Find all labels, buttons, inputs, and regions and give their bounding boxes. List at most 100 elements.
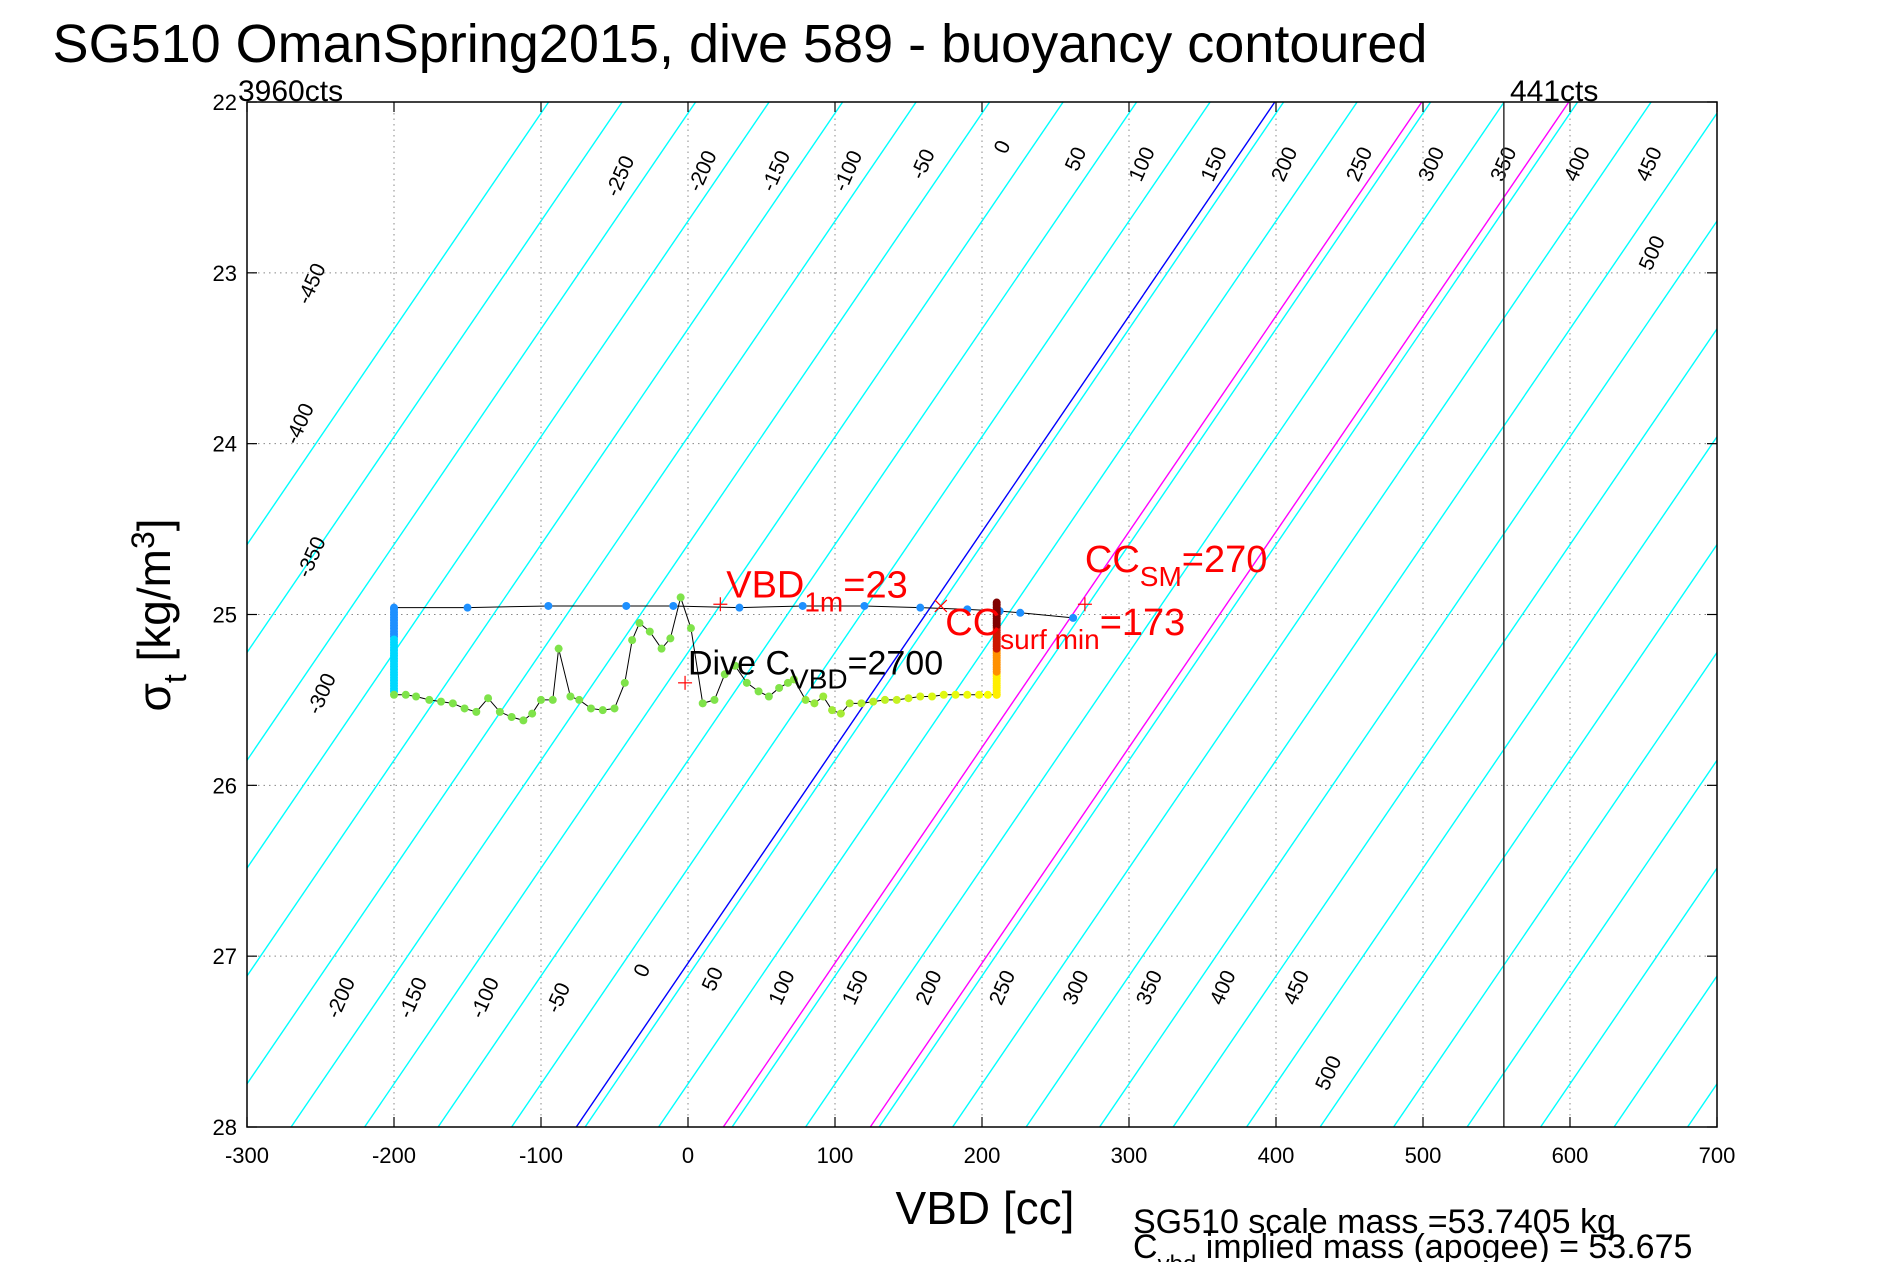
x-tick-label: -300 [225, 1143, 269, 1168]
bottom-profile-point [586, 704, 595, 713]
contour-line [952, 102, 1652, 1127]
contour-label: 500 [1635, 232, 1670, 273]
bottom-profile-point [645, 627, 654, 636]
corner-label-right: 441cts [1510, 75, 1598, 108]
bottom-profile-point [554, 644, 563, 653]
zero-buoyancy-line [575, 102, 1276, 1127]
bottom-profile-point [731, 661, 740, 670]
bottom-profile-point [928, 692, 937, 701]
contour-line [437, 102, 1138, 1127]
top-profile-point [860, 601, 869, 610]
contour-label: -200 [322, 974, 360, 1022]
contour-label: 150 [838, 967, 873, 1008]
contour-label: -350 [293, 533, 331, 581]
contour-label: 300 [1058, 967, 1093, 1008]
bottom-profile-point [916, 692, 925, 701]
contour-label: 450 [1279, 967, 1314, 1008]
bottom-profile-point [904, 694, 913, 703]
contour-label: -150 [757, 147, 795, 195]
bottom-profile-point [845, 699, 854, 708]
x-tick-label: 100 [817, 1143, 854, 1168]
contour-label: 300 [1414, 144, 1449, 185]
bottom-profile-point [628, 636, 637, 645]
top-profile-point [798, 601, 807, 610]
bottom-profile-point [495, 707, 504, 716]
bottom-profile-point [412, 692, 421, 701]
top-profile-point [1069, 613, 1078, 622]
x-axis-label: VBD [cc] [896, 1182, 1075, 1234]
contour-label: 100 [764, 967, 799, 1008]
annotation-cc-surf-min: CCsurf min=173 [945, 602, 1185, 655]
y-tick-label: 22 [213, 90, 237, 115]
contour-line [731, 102, 1432, 1127]
contour-label: 450 [1632, 144, 1667, 185]
bottom-profile-point [472, 707, 481, 716]
bottom-profile-point [819, 692, 828, 701]
bottom-profile-point [710, 695, 719, 704]
bottom-profile-point [828, 706, 837, 715]
bottom-profile-point [528, 709, 537, 718]
bottom-profile-point [789, 675, 798, 684]
contour-line [1099, 219, 1717, 1127]
contour-label: -400 [281, 400, 319, 448]
x-tick-label: 400 [1258, 1143, 1295, 1168]
contour-line [584, 102, 1285, 1127]
contour-line [1687, 1082, 1717, 1127]
x-tick-label: -100 [519, 1143, 563, 1168]
y-tick-label: 27 [213, 944, 237, 969]
contour-line [247, 102, 697, 762]
bottom-profile-point [775, 683, 784, 692]
bottom-profile-point [401, 690, 410, 699]
contour-label: -100 [466, 974, 504, 1022]
grid [247, 102, 1717, 1127]
contour-label: -50 [542, 979, 575, 1016]
contour-line [1319, 543, 1717, 1127]
contour-label: -50 [906, 146, 939, 183]
contour-line [805, 102, 1505, 1127]
bottom-profile-point [939, 690, 948, 699]
contour-line [247, 102, 917, 1086]
contour-label: 500 [1311, 1052, 1346, 1093]
bottom-profile-point [519, 716, 528, 725]
bottom-profile-point [963, 690, 972, 699]
contour-line [1761, 102, 1891, 1127]
bottom-profile-point [742, 678, 751, 687]
bottom-profile-point [635, 619, 644, 628]
x-tick-label: 0 [682, 1143, 694, 1168]
contour-line [1466, 759, 1717, 1127]
contour-line [878, 102, 1579, 1127]
bottom-profile-point [610, 704, 619, 713]
bottom-profile-point [869, 697, 878, 706]
contour-label: 200 [911, 967, 946, 1008]
bottom-profile-point [437, 697, 446, 706]
x-tick-label: 500 [1405, 1143, 1442, 1168]
contour-label: 50 [1061, 144, 1092, 175]
ticks: -300 -200 -100 0 100 200 300 400 500 600 700222324… [213, 90, 1736, 1168]
contour-line [290, 102, 991, 1127]
contour-label: -450 [293, 260, 331, 308]
top-profile-point [544, 601, 553, 610]
contour-line [1025, 111, 1717, 1127]
bottom-profile-point [676, 593, 685, 602]
bottom-profile-point [460, 704, 469, 713]
contour-line [1172, 327, 1717, 1127]
bottom-profile-point [657, 644, 666, 653]
contour-label: 400 [1205, 967, 1240, 1008]
contour-label: -300 [303, 670, 341, 718]
annotation-cc-sm: CCSM=270 [1085, 539, 1267, 592]
bottom-profile-point [783, 678, 792, 687]
contour-label: -200 [684, 147, 722, 195]
contour-label: 250 [985, 967, 1020, 1008]
top-profile-point [669, 601, 678, 610]
plus-marker [713, 597, 728, 612]
contour-label: 0 [990, 137, 1016, 157]
x-tick-label: 700 [1699, 1143, 1736, 1168]
contour-label: 200 [1267, 144, 1302, 185]
top-profile-point [916, 603, 925, 612]
plus-marker [678, 675, 693, 690]
top-profile-point [463, 603, 472, 612]
bottom-profile-point [566, 692, 575, 701]
chart-title: SG510 OmanSpring2015, dive 589 - buoyanc… [53, 14, 1428, 74]
annotation-dive-c-vbd: Dive CVBD=2700 [688, 644, 943, 694]
x-tick-label: 300 [1111, 1143, 1148, 1168]
